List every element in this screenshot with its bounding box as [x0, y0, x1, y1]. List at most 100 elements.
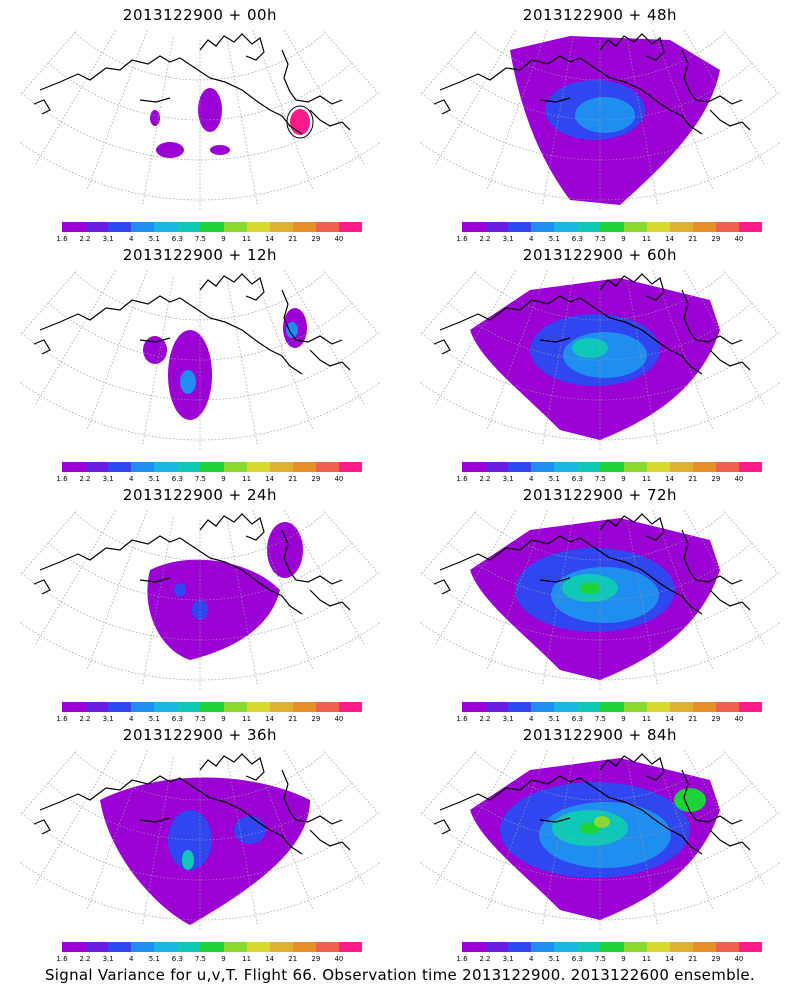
- colorbar-tick-label: 7.5: [194, 235, 207, 243]
- colorbar: [462, 222, 763, 232]
- colorbar-swatch: [292, 222, 316, 232]
- colorbar-swatch: [315, 702, 339, 712]
- colorbar-ticks: 1.6 2.2 3.1 4 5.1 6.3 7.5 9 11 14 21 29 40: [56, 235, 362, 245]
- colorbar-tick-label: 11: [642, 475, 652, 483]
- colorbar-swatch: [715, 702, 739, 712]
- colorbar-tick-label: 11: [642, 235, 652, 243]
- colorbar-tick-label: 5.1: [148, 235, 160, 243]
- colorbar-tick-label: 2.2: [79, 715, 91, 723]
- panel-title: 2013122900 + 48h: [522, 6, 678, 24]
- colorbar-ticks: 1.6 2.2 3.1 4 5.1 6.3 7.5 9 11 14 21 29 40: [456, 475, 762, 485]
- colorbar-tick-label: 9: [621, 955, 626, 963]
- colorbar-tick-label: 40: [334, 955, 344, 963]
- colorbar-tick-label: 11: [642, 715, 652, 723]
- coastline: [433, 33, 751, 135]
- colorbar: [462, 702, 763, 712]
- variance-field: [150, 88, 314, 158]
- variance-field: [147, 522, 303, 660]
- colorbar-tick-label: 5.1: [548, 715, 560, 723]
- colorbar-swatch: [715, 222, 739, 232]
- map-graticule: [20, 510, 380, 690]
- colorbar-tick-label: 40: [334, 235, 344, 243]
- colorbar-swatch: [62, 222, 86, 232]
- colorbar-tick-label: 6.3: [571, 955, 583, 963]
- map-panel: 2013122900 + 48h 1.6 2.2 3.1 4 5.1 6.3 7.5 9 11 14…: [400, 0, 800, 243]
- colorbar-tick-label: 7.5: [194, 955, 207, 963]
- colorbar: [62, 942, 363, 952]
- colorbar-tick-label: 14: [265, 955, 275, 963]
- panel-title: 2013122900 + 24h: [122, 486, 278, 504]
- colorbar-swatch: [131, 462, 155, 472]
- colorbar-ticks: 1.6 2.2 3.1 4 5.1 6.3 7.5 9 11 14 21 29 40: [456, 235, 762, 245]
- colorbar-tick-label: 4: [528, 475, 534, 483]
- colorbar-tick-label: 5.1: [148, 475, 160, 483]
- map-graticule: [420, 270, 780, 450]
- colorbar-swatch: [338, 462, 363, 472]
- colorbar-tick-label: 29: [711, 475, 721, 483]
- colorbar-tick-label: 1.6: [456, 475, 468, 483]
- colorbar-tick-label: 3.1: [502, 475, 514, 483]
- colorbar-swatch: [715, 942, 739, 952]
- colorbar-tick-label: 1.6: [56, 235, 68, 243]
- colorbar-tick-label: 2.2: [79, 955, 91, 963]
- colorbar-swatch: [738, 942, 763, 952]
- variance-field: [100, 777, 310, 925]
- colorbar-swatch: [131, 702, 155, 712]
- colorbar-swatch: [223, 462, 247, 472]
- colorbar-swatch: [531, 462, 555, 472]
- colorbar-tick-label: 1.6: [56, 715, 68, 723]
- colorbar-swatch: [269, 222, 293, 232]
- map-plot: [420, 510, 780, 690]
- colorbar-tick-label: 9: [621, 715, 626, 723]
- colorbar-swatch: [154, 222, 178, 232]
- colorbar-tick-label: 6.3: [171, 715, 183, 723]
- colorbar-swatch: [600, 702, 624, 712]
- colorbar-tick-label: 3.1: [102, 235, 114, 243]
- colorbar-tick-label: 21: [688, 475, 698, 483]
- colorbar-ticks: 1.6 2.2 3.1 4 5.1 6.3 7.5 9 11 14 21 29 40: [56, 955, 362, 965]
- colorbar-swatch: [508, 462, 532, 472]
- colorbar-tick-label: 29: [711, 955, 721, 963]
- colorbar-tick-label: 2.2: [479, 955, 491, 963]
- colorbar-ticks: 1.6 2.2 3.1 4 5.1 6.3 7.5 9 11 14 21 29 40: [456, 955, 762, 965]
- map-panel: 2013122900 + 84h 1.6 2.2 3.1 4 5.1 6.3 7.5 9 11 14…: [400, 720, 800, 963]
- colorbar-swatch: [692, 702, 716, 712]
- colorbar-swatch: [200, 702, 224, 712]
- colorbar-tick-label: 5.1: [548, 955, 560, 963]
- colorbar-tick-label: 6.3: [571, 475, 583, 483]
- map-plot: [420, 30, 780, 210]
- coastline: [33, 753, 351, 855]
- colorbar-swatch: [577, 222, 601, 232]
- colorbar-tick-label: 9: [221, 475, 226, 483]
- colorbar-swatch: [554, 462, 578, 472]
- colorbar-swatch: [669, 702, 693, 712]
- colorbar-tick-label: 6.3: [571, 235, 583, 243]
- figure-caption: Signal Variance for u,v,T. Flight 66. Ob…: [44, 966, 756, 984]
- colorbar-swatch: [131, 222, 155, 232]
- panel-title: 2013122900 + 00h: [122, 6, 278, 24]
- colorbar-swatch: [508, 222, 532, 232]
- colorbar-swatch: [577, 942, 601, 952]
- colorbar-tick-label: 40: [334, 715, 344, 723]
- colorbar-tick-label: 4: [528, 235, 534, 243]
- colorbar-tick-label: 5.1: [148, 715, 160, 723]
- panel-title: 2013122900 + 12h: [122, 246, 278, 264]
- colorbar-swatch: [646, 222, 670, 232]
- colorbar-swatch: [246, 462, 270, 472]
- coastline: [433, 513, 751, 615]
- colorbar-tick-label: 5.1: [548, 475, 560, 483]
- coastline: [33, 513, 351, 615]
- colorbar-tick-label: 29: [711, 235, 721, 243]
- colorbar-tick-label: 5.1: [148, 955, 160, 963]
- colorbar-tick-label: 21: [688, 235, 698, 243]
- colorbar-swatch: [292, 462, 316, 472]
- colorbar-swatch: [462, 942, 486, 952]
- colorbar-tick-label: 2.2: [479, 235, 491, 243]
- colorbar-swatch: [269, 702, 293, 712]
- colorbar-swatch: [669, 942, 693, 952]
- colorbar-swatch: [85, 222, 109, 232]
- colorbar-swatch: [223, 222, 247, 232]
- colorbar-tick-label: 11: [242, 715, 252, 723]
- colorbar-swatch: [600, 942, 624, 952]
- colorbar-swatch: [338, 702, 363, 712]
